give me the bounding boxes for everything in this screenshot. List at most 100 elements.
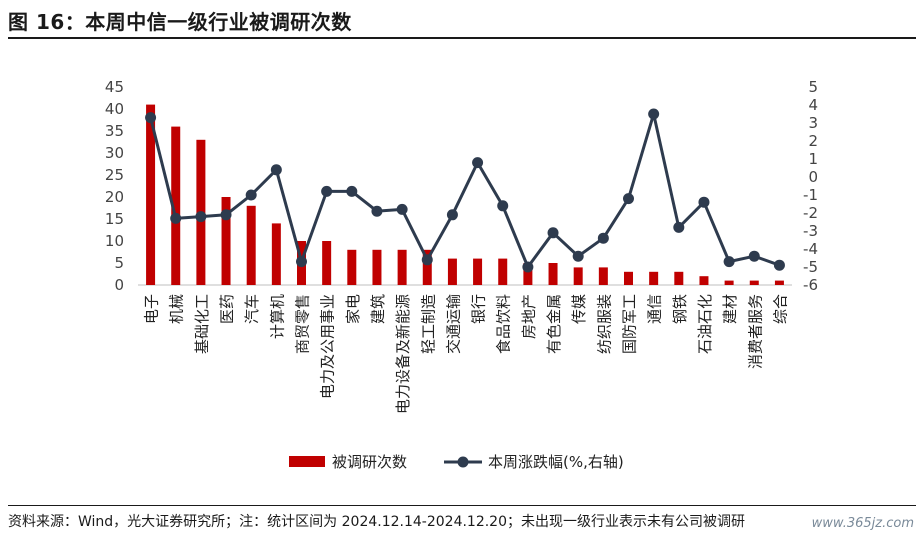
category-label: 房地产 (520, 294, 538, 339)
figure-title: 图 16：本周中信一级行业被调研次数 (8, 10, 352, 34)
line-point (270, 164, 282, 176)
line-path (149, 112, 780, 269)
line-point (698, 196, 710, 208)
line-point (723, 256, 735, 268)
category-label: 家电 (344, 294, 362, 324)
left-tick-label: 10 (105, 232, 124, 250)
left-tick-label: 35 (105, 122, 124, 140)
legend-line-marker (457, 456, 469, 468)
right-tick-label: 3 (808, 114, 818, 132)
line-point (597, 232, 609, 244)
left-tick-label: 0 (114, 276, 124, 294)
right-tick-label: -1 (803, 186, 818, 204)
line-point (346, 185, 358, 197)
line-series (145, 108, 785, 273)
bar (498, 258, 508, 285)
category-label: 综合 (771, 294, 789, 324)
bar (473, 258, 483, 285)
line-point (321, 185, 333, 197)
category-label: 电子 (143, 294, 161, 324)
right-tick-label: -4 (803, 240, 818, 258)
watermark: www.365jz.com (811, 516, 914, 531)
line-point (446, 209, 458, 221)
category-label: 石油石化 (696, 294, 714, 354)
left-tick-label: 30 (105, 144, 124, 162)
category-label: 国防军工 (621, 294, 639, 354)
line-point (220, 209, 232, 221)
legend-line-label: 本周涨跌幅(%,右轴) (488, 453, 624, 471)
category-label: 银行 (470, 294, 488, 324)
bar (573, 267, 583, 285)
left-tick-label: 20 (105, 188, 124, 206)
bar (422, 249, 432, 285)
line-point (421, 254, 433, 266)
bar (624, 271, 633, 285)
category-label: 轻工制造 (419, 294, 437, 354)
left-tick-label: 5 (114, 254, 124, 272)
bar (221, 197, 231, 285)
line-point (371, 205, 383, 217)
right-tick-label: 1 (808, 150, 818, 168)
bar (674, 271, 684, 285)
category-label: 钢铁 (671, 294, 689, 324)
bar (447, 258, 457, 285)
line-point (522, 261, 534, 273)
line-point (472, 157, 484, 169)
line-point (673, 221, 685, 233)
bar (146, 104, 156, 285)
bars (146, 104, 784, 285)
title-rule (8, 37, 916, 39)
line-point (296, 256, 307, 268)
left-tick-label: 15 (105, 210, 124, 228)
line-point (648, 108, 660, 120)
legend-bar-label: 被调研次数 (332, 453, 407, 471)
line-point (245, 189, 257, 201)
category-label: 建材 (721, 294, 739, 324)
right-tick-label: 0 (808, 168, 818, 186)
category-label: 建筑 (369, 294, 387, 324)
line-point (145, 112, 157, 124)
line-point (748, 250, 760, 262)
line-point (547, 227, 559, 239)
bar (699, 276, 709, 285)
bar (246, 205, 256, 285)
category-label: 交通运输 (444, 294, 462, 354)
bar (372, 249, 382, 285)
line-point (170, 212, 182, 224)
line-point (497, 200, 509, 212)
left-tick-label: 25 (105, 166, 124, 184)
category-label: 传媒 (570, 294, 588, 324)
category-label: 纺织服装 (595, 294, 613, 354)
category-label: 电力及公用事业 (319, 294, 337, 399)
bar (774, 280, 784, 285)
bar (397, 249, 407, 285)
bar (322, 241, 332, 285)
right-tick-label: 4 (808, 96, 818, 114)
bar (649, 271, 659, 285)
legend-bar-swatch (289, 456, 325, 467)
legend: 被调研次数 本周涨跌幅(%,右轴) (289, 453, 624, 471)
category-label: 医药 (218, 294, 236, 324)
right-tick-label: -3 (803, 222, 818, 240)
category-label: 商贸零售 (294, 294, 312, 354)
line-point (572, 250, 584, 262)
source-note: 资料来源：Wind，光大证券研究所；注：统计区间为 2024.12.14-202… (8, 514, 746, 530)
category-label: 基础化工 (193, 294, 211, 354)
right-tick-label: 2 (808, 132, 818, 150)
category-labels: 电子 机械 基础化工 医药 汽车 计算机 商贸零售 电力及公用事业 家电 建筑 电力设备及新能源 轻工… (143, 294, 790, 414)
category-label: 食品饮料 (495, 294, 513, 354)
category-label: 电力设备及新能源 (394, 294, 412, 414)
category-label: 有色金属 (545, 294, 563, 354)
line-point (195, 211, 207, 223)
line-point (623, 193, 634, 205)
right-tick-label: 5 (808, 78, 818, 96)
bar (271, 223, 281, 285)
line-point (396, 203, 408, 215)
category-label: 消费者服务 (746, 294, 764, 369)
bar (171, 126, 181, 285)
right-tick-label: -6 (803, 276, 818, 294)
bar (749, 280, 759, 285)
bar (724, 280, 734, 285)
